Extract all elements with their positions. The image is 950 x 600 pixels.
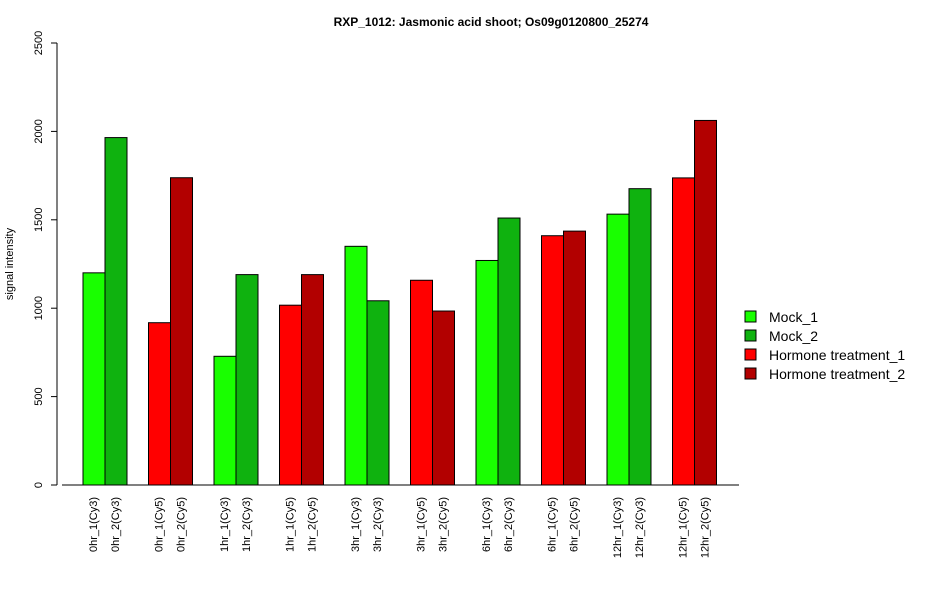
y-tick-label: 1000 [33, 296, 45, 320]
x-tick-label: 1hr_2(Cy5) [306, 497, 318, 552]
x-tick-label: 12hr_2(Cy3) [634, 497, 646, 558]
bar [366, 300, 390, 486]
bar [497, 217, 521, 486]
legend-label: Hormone treatment_2 [769, 366, 905, 382]
y-tick-label: 0 [33, 482, 45, 488]
bar [213, 355, 237, 486]
x-tick-label: 3hr_1(Cy3) [350, 497, 362, 552]
x-tick-label: 3hr_2(Cy5) [437, 497, 449, 552]
legend: Mock_1 Mock_2 Hormone treatment_1 Hormone t… [744, 309, 905, 382]
bar [410, 279, 433, 486]
bar [694, 119, 717, 486]
bar [301, 274, 324, 486]
legend-swatch [744, 367, 757, 380]
legend-swatch [744, 329, 757, 342]
bar [170, 177, 193, 486]
bar [82, 272, 106, 486]
bar [235, 274, 259, 486]
y-tick-label: 500 [33, 387, 45, 405]
legend-label: Mock_1 [769, 309, 818, 325]
x-tick-label: 6hr_2(Cy3) [503, 497, 515, 552]
bar [606, 213, 630, 486]
x-tick-label: 1hr_1(Cy3) [219, 497, 231, 552]
x-tick-label: 3hr_1(Cy5) [415, 497, 427, 552]
legend-label: Hormone treatment_1 [769, 347, 905, 363]
x-tick-label: 6hr_1(Cy3) [481, 497, 493, 552]
legend-swatch [744, 310, 757, 323]
y-tick-label: 1500 [33, 208, 45, 232]
x-tick-label: 0hr_1(Cy5) [153, 497, 165, 552]
y-tick-label: 2500 [33, 31, 45, 55]
bar [475, 259, 499, 486]
bar [344, 245, 368, 486]
x-tick-label: 6hr_1(Cy5) [546, 497, 558, 552]
x-tick-label: 0hr_1(Cy3) [88, 497, 100, 552]
legend-label: Mock_2 [769, 328, 818, 344]
y-axis: 0 500 1000 1500 2000 2500 [33, 31, 58, 488]
bar [279, 304, 302, 486]
bar [148, 322, 171, 486]
x-tick-label: 12hr_1(Cy5) [677, 497, 689, 558]
bar [563, 230, 586, 486]
bar [541, 235, 564, 486]
x-tick-label: 1hr_1(Cy5) [284, 497, 296, 552]
x-tick-label: 0hr_2(Cy5) [175, 497, 187, 552]
y-tick-label: 2000 [33, 119, 45, 143]
x-tick-label: 6hr_2(Cy5) [568, 497, 580, 552]
bar [104, 137, 128, 486]
bar [628, 188, 652, 486]
bars [82, 119, 717, 486]
x-tick-label: 1hr_2(Cy3) [241, 497, 253, 552]
legend-swatch [744, 348, 757, 361]
x-tick-label: 12hr_1(Cy3) [612, 497, 624, 558]
bar [672, 177, 695, 486]
chart-title: RXP_1012: Jasmonic acid shoot; Os09g0120… [334, 15, 649, 29]
x-tick-label: 12hr_2(Cy5) [699, 497, 711, 558]
x-tick-label: 0hr_2(Cy3) [110, 497, 122, 552]
y-axis-label: signal intensity [4, 227, 16, 300]
x-tick-labels: 0hr_1(Cy3) 0hr_2(Cy3) 0hr_1(Cy5) 0hr_2(Cy5)… [88, 497, 712, 558]
x-tick-label: 3hr_2(Cy3) [372, 497, 384, 552]
bar [432, 310, 455, 486]
